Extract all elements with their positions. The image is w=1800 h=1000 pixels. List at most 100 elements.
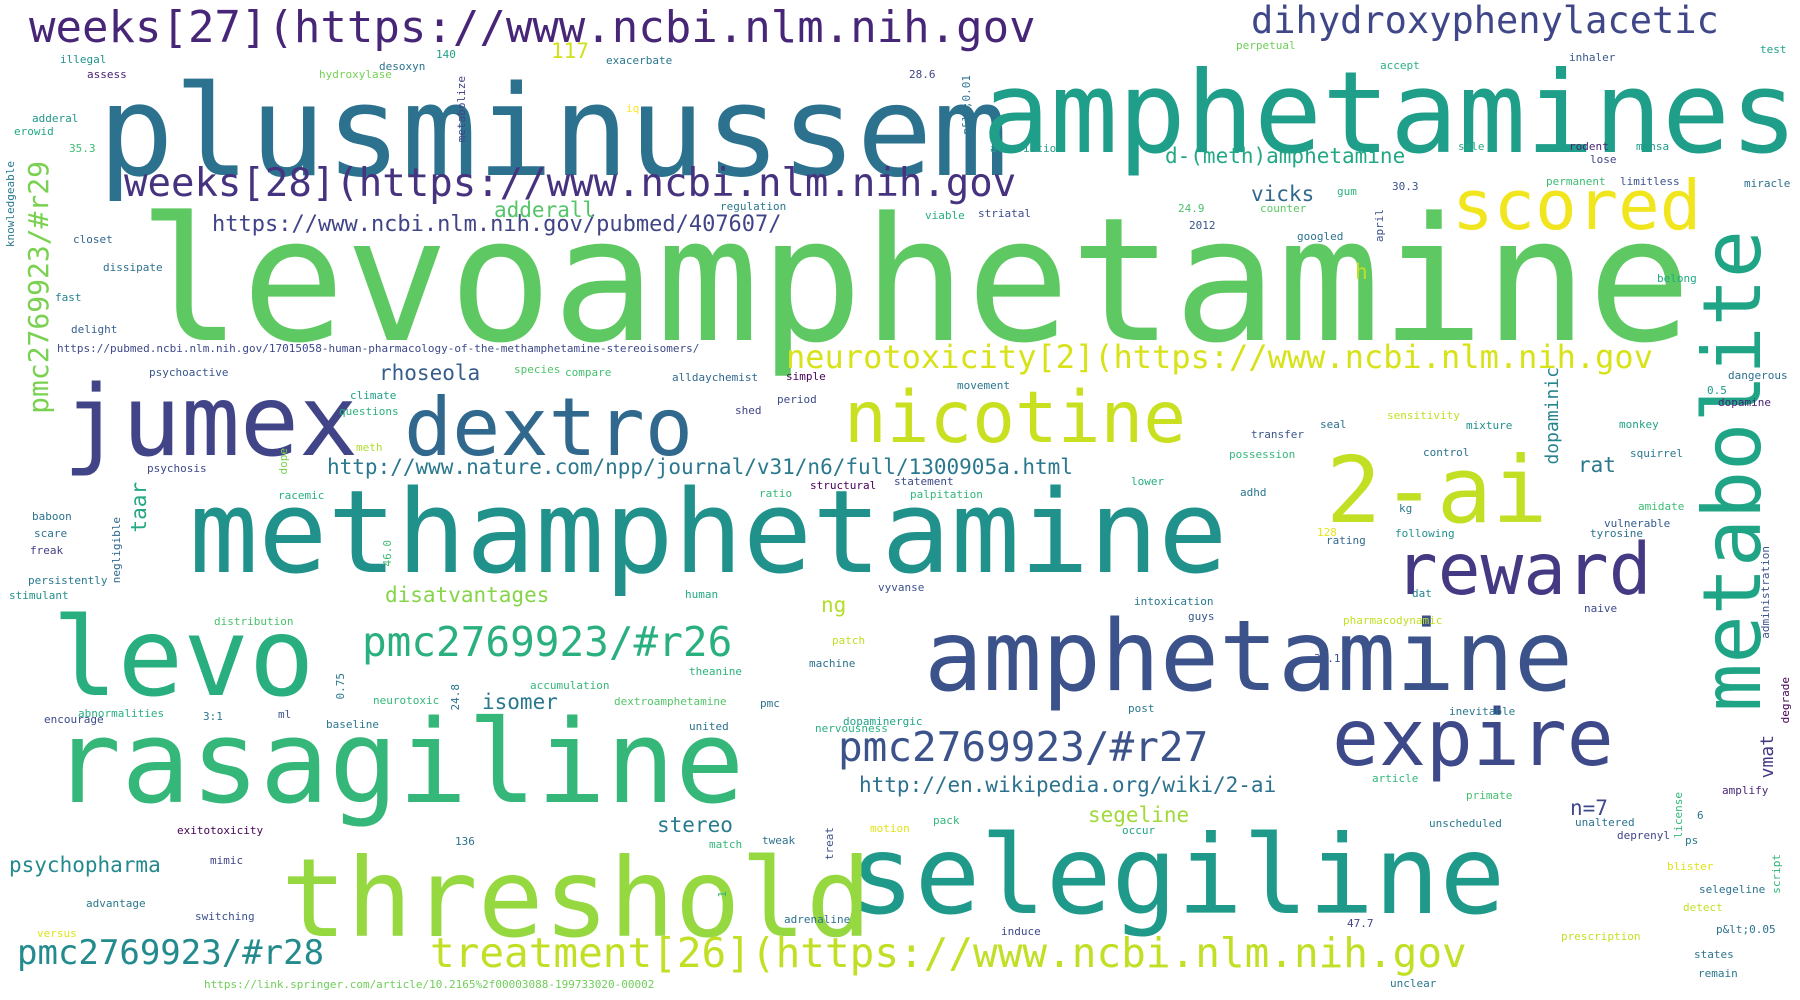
word-limitless: limitless [1620, 175, 1680, 188]
word-threshold: threshold [281, 835, 872, 962]
word-stereo: stereo [657, 813, 733, 837]
word-theanine: theanine [689, 665, 742, 678]
word-h: h [1355, 260, 1368, 284]
word-accumulation: accumulation [530, 679, 610, 692]
word-palpitation: palpitation [910, 488, 983, 501]
word-24-9: 24.9 [1178, 202, 1205, 215]
word-inhaler: inhaler [1569, 51, 1616, 64]
word-dopamine: dopamine [1718, 396, 1771, 409]
word-alleviation: alleviation [990, 142, 1063, 155]
word-0-75: 0.75 [334, 673, 347, 700]
word-intoxication: intoxication [1134, 595, 1214, 608]
word-dihydroxyphenylacetic: dihydroxyphenylacetic [1251, 0, 1719, 42]
word-detect: detect [1683, 901, 1723, 914]
word-isomer: isomer [482, 690, 558, 714]
word-administration: administration [1759, 546, 1772, 639]
word-scored: scored [1452, 166, 1702, 246]
word-exitotoxicity: exitotoxicity [177, 824, 264, 837]
word-1: 1 [716, 891, 729, 898]
word-deprenyl: deprenyl [1617, 829, 1670, 842]
word-post: post [1128, 702, 1155, 715]
word-naive: naive [1584, 602, 1618, 615]
word-transfer: transfer [1251, 428, 1304, 441]
word-period: period [777, 393, 817, 406]
word-alldaychemist: alldaychemist [672, 371, 759, 384]
word-scare: scare [34, 527, 68, 540]
word-united: united [689, 720, 729, 733]
word-perpetual: perpetual [1236, 39, 1296, 52]
word-fast: fast [55, 291, 82, 304]
word-vyvanse: vyvanse [878, 581, 925, 594]
word-compare: compare [565, 366, 612, 379]
word-metabolite: metabolite [1686, 230, 1779, 712]
word-statement: statement [894, 475, 954, 488]
word-dat: dat [1412, 587, 1432, 600]
word-rasagiline: rasagiline [52, 696, 745, 830]
word-47-7: 47.7 [1347, 917, 1374, 930]
word-128: 128 [1317, 526, 1337, 539]
word-belong: belong [1657, 272, 1697, 285]
word-delight: delight [71, 323, 118, 336]
word-amidate: amidate [1638, 500, 1685, 513]
word-d-meth-amphetamine: d-(meth)amphetamine [1165, 144, 1406, 168]
word-35-1: 35.1 [1314, 652, 1341, 665]
word-amphetamines: amphetamines [982, 47, 1798, 179]
word-neurotoxic: neurotoxic [373, 694, 440, 707]
word-tyrosine: tyrosine [1590, 527, 1643, 540]
word-vicks: vicks [1251, 182, 1315, 206]
word-structural: structural [810, 479, 877, 492]
word-28-6: 28.6 [909, 68, 936, 81]
word-versus: versus [37, 927, 77, 940]
word-monkey: monkey [1619, 418, 1659, 431]
word-weeks-27-https-www-ncbi-nlm-nih-gov: weeks[27](https://www.ncbi.nlm.nih.gov [29, 2, 1036, 53]
word-closet: closet [73, 233, 113, 246]
word-unscheduled: unscheduled [1429, 817, 1502, 830]
word-prescription: prescription [1561, 930, 1641, 943]
word-levoamphetamine: levoamphetamine [138, 180, 1692, 381]
word-ps: ps [1685, 834, 1699, 847]
word-questions: questions [339, 405, 399, 418]
word-ml: ml [278, 708, 292, 721]
word-reward: reward [1395, 528, 1652, 611]
word-dopaminergic: dopaminergic [843, 715, 923, 728]
word-jumex: jumex [63, 365, 359, 479]
word-mixture: mixture [1466, 419, 1513, 432]
word-desoxyn: desoxyn [379, 60, 426, 73]
word-inevitable: inevitable [1449, 705, 1516, 718]
word-shed: shed [735, 404, 762, 417]
word-rodent: rodent [1569, 140, 1609, 153]
word-metabolize: metabolize [455, 76, 468, 143]
word-hydroxylase: hydroxylase [319, 68, 392, 81]
word-motion: motion [870, 822, 910, 835]
word-35-3: 35.3 [69, 142, 96, 155]
word-distribution: distribution [214, 615, 294, 628]
word-dextro: dextro [404, 381, 693, 474]
word-movement: movement [957, 379, 1010, 392]
word-amplify: amplify [1722, 784, 1769, 797]
word-amphetamine: amphetamine [924, 600, 1574, 714]
word-miracle: miracle [1744, 177, 1791, 190]
word-dangerous: dangerous [1728, 369, 1788, 382]
word-pmc2769923-r29: pmc2769923/#r29 [22, 161, 55, 414]
word-seal: seal [1320, 418, 1347, 431]
word-rat: rat [1578, 453, 1616, 477]
word-treatment-26-https-www-ncbi-nlm-nih-gov: treatment[26](https://www.ncbi.nlm.nih.g… [430, 929, 1467, 977]
word-match: match [709, 838, 743, 851]
word-pmc2769923-r28: pmc2769923/#r28 [17, 933, 325, 973]
word-neurotoxicity-2-https-www-ncbi-nlm-nih-gov: neurotoxicity[2](https://www.ncbi.nlm.ni… [786, 338, 1653, 376]
word-dope: dope [277, 448, 290, 475]
word-nervousness: nervousness [815, 722, 888, 735]
word-article: article [1372, 772, 1419, 785]
word-p-lt-0-01: p&lt;0.01 [960, 75, 973, 135]
word-levo: levo [52, 594, 315, 721]
word-2012: 2012 [1189, 219, 1216, 232]
word-unclear: unclear [1390, 977, 1437, 990]
word-counter: counter [1260, 202, 1307, 215]
word-psychoactive: psychoactive [149, 366, 229, 379]
word-n-7: n=7 [1570, 796, 1608, 820]
word-script: script [1770, 854, 1783, 894]
word-exacerbate: exacerbate [606, 54, 673, 67]
word-persistently: persistently [28, 574, 108, 587]
word-30-3: 30.3 [1392, 180, 1419, 193]
